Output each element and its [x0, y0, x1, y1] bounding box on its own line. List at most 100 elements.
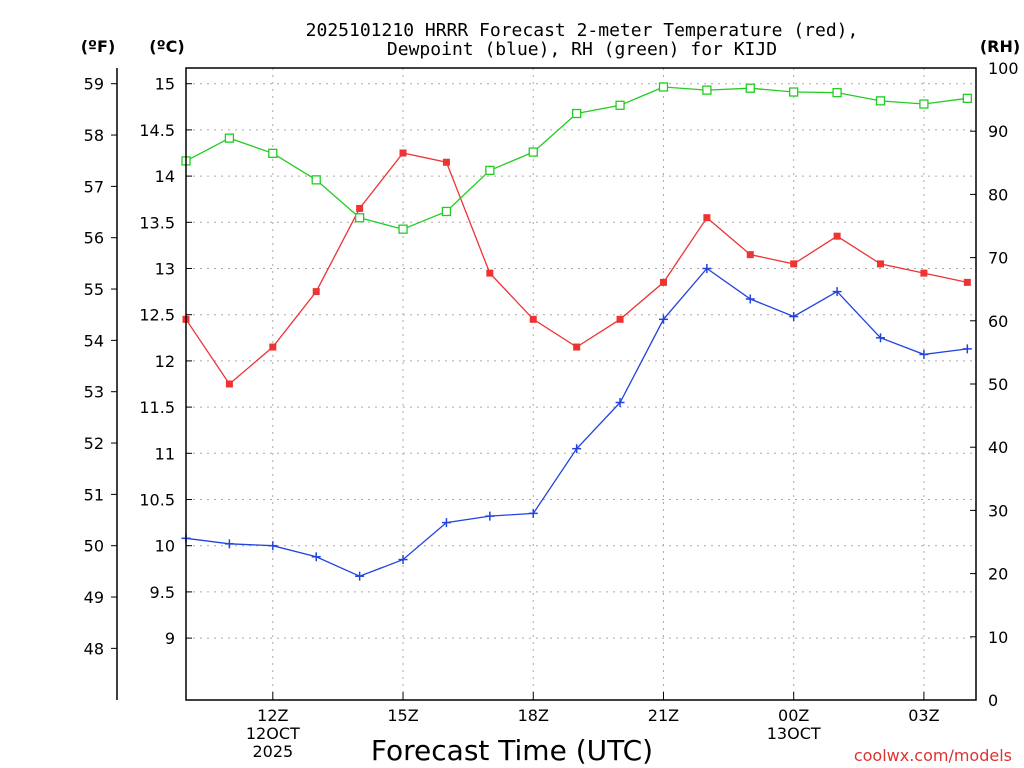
dewpoint-point: [789, 312, 799, 322]
dewpoint-point: [962, 344, 972, 354]
rh-point: [615, 100, 625, 110]
temperature-point: [703, 214, 711, 222]
celsius-tick-label: 9: [165, 629, 175, 648]
chart-title-line-1: 2025101210 HRRR Forecast 2-meter Tempera…: [306, 20, 859, 41]
temperature-point: [529, 315, 537, 323]
rh-point: [832, 87, 842, 98]
rh-point: [485, 165, 495, 176]
x-tick-label: 13OCT: [767, 724, 821, 743]
fahrenheit-tick-label: 57: [84, 177, 104, 196]
celsius-tick-label: 11.5: [139, 398, 175, 417]
rh-point: [398, 224, 408, 234]
celsius-tick-label: 13.5: [139, 213, 175, 232]
rh-point: [572, 108, 582, 119]
x-tick-label: 03Z: [908, 706, 939, 725]
celsius-tick-label: 15: [155, 75, 175, 94]
temperature-point: [616, 315, 624, 323]
celsius-tick-label: 12: [155, 352, 175, 371]
temperature-point: [486, 269, 494, 277]
temperature-point: [312, 288, 320, 296]
celsius-tick-label: 12.5: [139, 306, 175, 325]
celsius-tick-label: 14.5: [139, 121, 175, 140]
temperature-point: [442, 158, 450, 166]
celsius-tick-label: 13: [155, 260, 175, 279]
temperature-point: [833, 232, 841, 240]
grid-lines: [186, 68, 976, 700]
credit-text: coolwx.com/models: [854, 746, 1012, 765]
plot-frame: [185, 67, 977, 701]
x-tick-label: 00Z: [778, 706, 809, 725]
fahrenheit-tick-label: 48: [84, 639, 104, 658]
rh-ticks: 0 10 20 30 40 50 60 70 80 90 100: [970, 59, 1019, 710]
rh-tick-label: 90: [988, 122, 1008, 141]
fahrenheit-tick-label: 53: [84, 383, 104, 402]
x-tick-label: 15Z: [387, 706, 418, 725]
fahrenheit-tick-label: 56: [84, 229, 104, 248]
temperature-point: [877, 260, 885, 268]
temperature-point: [790, 260, 798, 268]
fahrenheit-tick-label: 54: [84, 331, 104, 350]
dewpoint-point: [528, 508, 538, 518]
celsius-tick-label: 11: [155, 444, 175, 463]
dewpoint-point: [224, 539, 234, 549]
rh-point: [702, 85, 712, 95]
temperature-point: [659, 278, 667, 286]
rh-tick-label: 30: [988, 501, 1008, 520]
dewpoint-point: [702, 264, 712, 274]
dewpoint-point: [398, 555, 408, 565]
dewpoint-point: [658, 314, 668, 324]
rh-point: [875, 96, 886, 106]
dewpoint-point: [572, 444, 582, 454]
fahrenheit-tick-label: 51: [84, 485, 104, 504]
temperature-point: [920, 269, 928, 277]
fahrenheit-tick-label: 58: [84, 126, 104, 145]
fahrenheit-tick-label: 52: [84, 434, 104, 453]
temperature-point: [573, 343, 581, 351]
temperature-point: [746, 251, 754, 259]
dewpoint-point: [876, 333, 886, 343]
temperature-point: [963, 278, 971, 286]
rh-point: [789, 87, 799, 97]
temperature-point: [399, 149, 407, 157]
rh-line: [185, 86, 968, 230]
x-tick-label: 21Z: [648, 706, 679, 725]
rh-tick-label: 10: [988, 628, 1008, 647]
rh-tick-label: 70: [988, 249, 1008, 268]
rh-point: [745, 83, 755, 93]
fahrenheit-tick-label: 59: [84, 75, 104, 94]
temperature-point: [269, 343, 277, 351]
rh-point: [919, 99, 929, 109]
fahrenheit-axis-label: (ºF): [81, 37, 116, 56]
x-tick-label: 18Z: [518, 706, 549, 725]
dewpoint-point: [745, 294, 755, 304]
rh-tick-label: 60: [988, 312, 1008, 331]
rh-point: [528, 147, 538, 157]
rh-tick-label: 80: [988, 185, 1008, 204]
x-tick-label: 12Z: [257, 706, 288, 725]
x-tick-label: 12OCT: [246, 724, 300, 743]
dewpoint-point: [311, 552, 321, 562]
celsius-axis-label: (ºC): [149, 37, 184, 56]
data-series: [181, 82, 972, 581]
rh-point: [962, 93, 972, 103]
x-tick-label: 2025: [252, 742, 293, 761]
celsius-ticks: 9 9.5 10 10.5 11 11.5 12 12.5 13 13.5 14 14.5 15: [139, 75, 192, 648]
dewpoint-point: [832, 287, 842, 297]
celsius-tick-label: 10.5: [139, 490, 175, 509]
rh-point: [311, 175, 321, 185]
dewpoint-line: [185, 267, 968, 577]
celsius-tick-label: 14: [155, 167, 175, 186]
rh-point: [354, 213, 365, 223]
rh-point: [658, 82, 669, 92]
chart-title-line-2: Dewpoint (blue), RH (green) for KIJD: [387, 39, 777, 60]
dewpoint-point: [615, 397, 625, 407]
x-axis-label: Forecast Time (UTC): [371, 734, 653, 767]
dewpoint-point: [268, 541, 278, 551]
rh-tick-label: 50: [988, 375, 1008, 394]
dewpoint-point: [919, 349, 929, 359]
rh-point: [441, 206, 452, 217]
rh-tick-label: 20: [988, 565, 1008, 584]
celsius-tick-label: 9.5: [150, 583, 175, 602]
